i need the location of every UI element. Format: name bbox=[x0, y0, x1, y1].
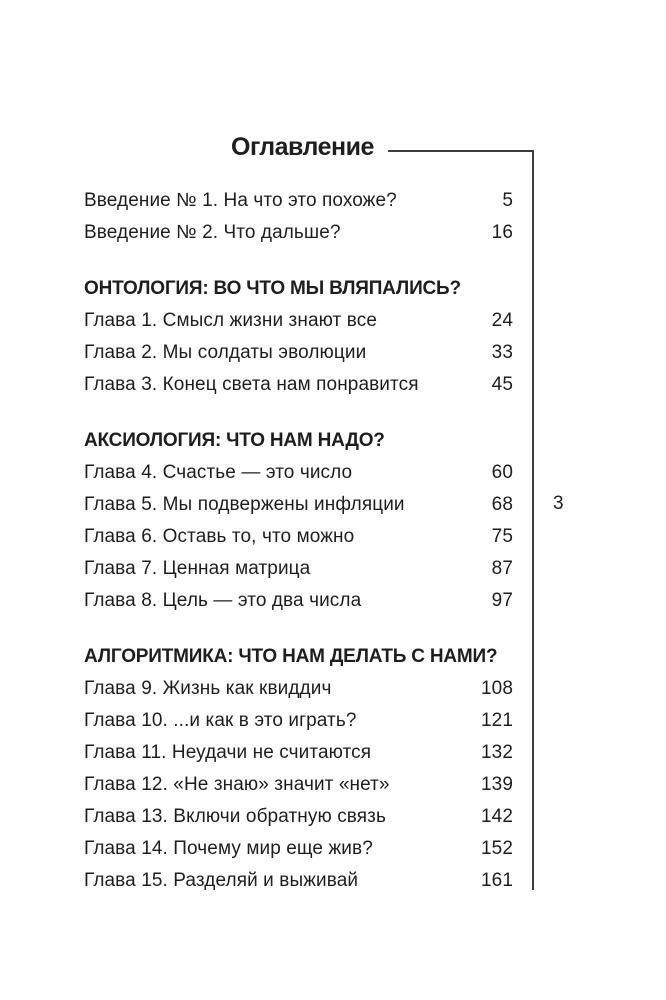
toc-section-heading: АКСИОЛОГИЯ: ЧТО НАМ НАДО? bbox=[84, 430, 385, 451]
toc-section-heading: ОНТОЛОГИЯ: ВО ЧТО МЫ ВЛЯПАЛИСЬ? bbox=[84, 278, 461, 299]
toc-entry: Глава 14. Почему мир еще жив? 152 bbox=[84, 833, 513, 865]
toc-entry-label: Глава 4. Счастье — это число bbox=[84, 462, 353, 483]
toc-entry-label: Глава 11. Неудачи не считаются bbox=[84, 742, 372, 763]
toc-entry-label: Введение № 2. Что дальше? bbox=[84, 222, 341, 243]
toc-entry: Глава 13. Включи обратную связь 142 bbox=[84, 801, 513, 833]
toc-entry: Глава 1. Смысл жизни знают все 24 bbox=[84, 305, 513, 337]
toc-entry-label: Глава 15. Разделяй и выживай bbox=[84, 870, 359, 891]
toc-entry-page: 97 bbox=[491, 590, 513, 611]
page-number: 3 bbox=[553, 493, 564, 514]
toc-entry-label: Глава 13. Включи обратную связь bbox=[84, 806, 386, 827]
toc-entry-page: 16 bbox=[491, 222, 513, 243]
toc-entry-label: Глава 1. Смысл жизни знают все bbox=[84, 310, 377, 331]
toc-entry-page: 24 bbox=[491, 310, 513, 331]
toc-entry-page: 33 bbox=[491, 342, 513, 363]
toc-entry-label: Глава 6. Оставь то, что можно bbox=[84, 526, 355, 547]
toc-entry-label: Введение № 1. На что это похоже? bbox=[84, 190, 397, 211]
toc-entry-page: 60 bbox=[491, 462, 513, 483]
toc-entry: Введение № 2. Что дальше? 16 bbox=[84, 217, 513, 249]
table-of-contents: Введение № 1. На что это похоже? 5 Введе… bbox=[84, 185, 513, 897]
toc-entry: Глава 15. Разделяй и выживай 161 bbox=[84, 865, 513, 897]
toc-entry: Глава 11. Неудачи не считаются 132 bbox=[84, 737, 513, 769]
toc-entry: Глава 9. Жизнь как квиддич 108 bbox=[84, 673, 513, 705]
toc-entry: Введение № 1. На что это похоже? 5 bbox=[84, 185, 513, 217]
toc-entry-page: 75 bbox=[491, 526, 513, 547]
toc-entry-page: 139 bbox=[480, 774, 513, 795]
page-title: Оглавление bbox=[231, 133, 374, 161]
toc-entry-label: Глава 10. ...и как в это играть? bbox=[84, 710, 357, 731]
toc-entry-page: 132 bbox=[480, 742, 513, 763]
toc-entry-page: 121 bbox=[480, 710, 513, 731]
toc-entry: Глава 12. «Не знаю» значит «нет» 139 bbox=[84, 769, 513, 801]
toc-entry: Глава 10. ...и как в это играть? 121 bbox=[84, 705, 513, 737]
toc-entry-label: Глава 5. Мы подвержены инфляции bbox=[84, 494, 405, 515]
toc-entry: Глава 2. Мы солдаты эволюции 33 bbox=[84, 337, 513, 369]
toc-entry: Глава 3. Конец света нам понравится 45 bbox=[84, 369, 513, 401]
toc-entry-label: Глава 8. Цель — это два числа bbox=[84, 590, 362, 611]
corner-rule-line bbox=[388, 150, 534, 890]
toc-entry-label: Глава 2. Мы солдаты эволюции bbox=[84, 342, 367, 363]
toc-entry: Глава 8. Цель — это два числа 97 bbox=[84, 585, 513, 617]
toc-entry-page: 161 bbox=[480, 870, 513, 891]
toc-entry-page: 152 bbox=[480, 838, 513, 859]
toc-entry-page: 5 bbox=[502, 190, 513, 211]
toc-entry: Глава 5. Мы подвержены инфляции 68 bbox=[84, 489, 513, 521]
toc-entry-page: 142 bbox=[480, 806, 513, 827]
toc-entry: Глава 6. Оставь то, что можно 75 bbox=[84, 521, 513, 553]
toc-entry-label: Глава 3. Конец света нам понравится bbox=[84, 374, 419, 395]
toc-entry: Глава 4. Счастье — это число 60 bbox=[84, 457, 513, 489]
toc-entry-label: Глава 12. «Не знаю» значит «нет» bbox=[84, 774, 390, 795]
toc-entry-label: Глава 7. Ценная матрица bbox=[84, 558, 311, 579]
toc-entry: Глава 7. Ценная матрица 87 bbox=[84, 553, 513, 585]
toc-entry-page: 108 bbox=[480, 678, 513, 699]
toc-entry-page: 68 bbox=[491, 494, 513, 515]
toc-entry-label: Глава 14. Почему мир еще жив? bbox=[84, 838, 373, 859]
toc-section-heading: АЛГОРИТМИКА: ЧТО НАМ ДЕЛАТЬ С НАМИ? bbox=[84, 646, 498, 667]
toc-entry-label: Глава 9. Жизнь как квиддич bbox=[84, 678, 332, 699]
toc-entry-page: 87 bbox=[491, 558, 513, 579]
toc-entry-page: 45 bbox=[491, 374, 513, 395]
